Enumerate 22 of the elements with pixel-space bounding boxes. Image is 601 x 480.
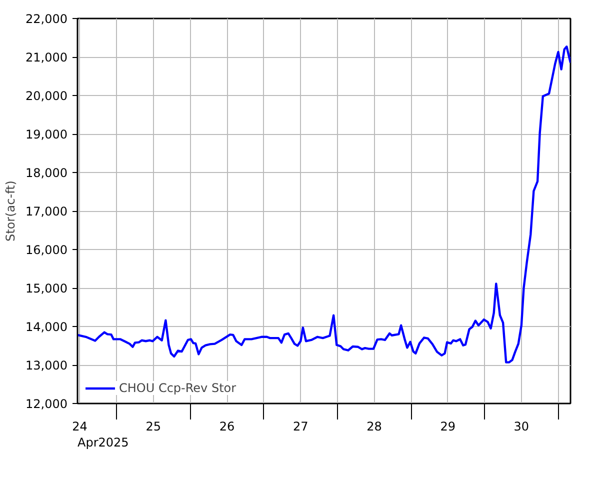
- x-tick-label: 26: [219, 420, 235, 434]
- y-tick-label: 15,000: [26, 282, 68, 296]
- line-series: [78, 46, 570, 364]
- y-tick-label: 12,000: [26, 397, 68, 411]
- y-tick-label: 17,000: [26, 204, 68, 218]
- x-tick-label: 29: [440, 420, 456, 434]
- y-tick-label: 16,000: [26, 243, 68, 257]
- y-tick-label: 18,000: [26, 166, 68, 180]
- y-tick-label: 19,000: [26, 128, 68, 142]
- y-tick-label: 22,000: [26, 12, 68, 26]
- y-tick-label: 21,000: [26, 50, 68, 64]
- y-axis-title: Stor(ac-ft): [4, 180, 18, 242]
- y-tick-label: 20,000: [26, 89, 68, 103]
- y-tick-label: 14,000: [26, 320, 68, 334]
- y-tick-label: 13,000: [26, 358, 68, 372]
- legend-label: CHOU Ccp-Rev Stor: [119, 381, 236, 395]
- x-tick-label: 25: [146, 420, 162, 434]
- text: Apr2025: [78, 436, 129, 450]
- x-tick-label: 30: [514, 420, 530, 434]
- x-tick-label: 28: [366, 420, 382, 434]
- x-tick-label: 27: [292, 420, 308, 434]
- x-tick-label: 24: [72, 420, 88, 434]
